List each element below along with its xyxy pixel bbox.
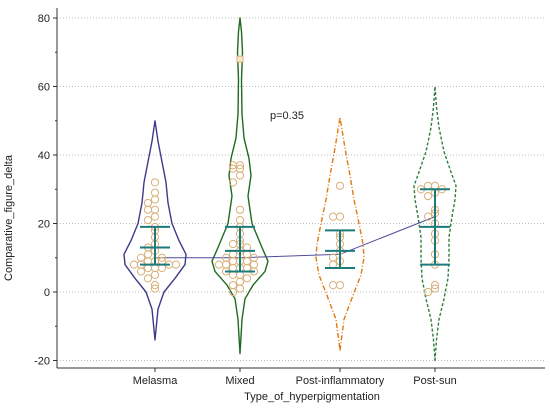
data-point	[235, 215, 245, 225]
data-point	[150, 284, 160, 293]
data-point	[143, 205, 153, 214]
median-line	[155, 216, 436, 259]
data-point	[335, 181, 345, 190]
data-point	[328, 253, 338, 262]
data-point	[143, 198, 153, 208]
y-tick-label: 40	[38, 150, 50, 162]
data-point	[150, 178, 160, 187]
y-tick-label: 20	[38, 219, 50, 231]
data-point	[150, 188, 160, 197]
y-tick-label: 0	[44, 287, 50, 299]
violins	[123, 17, 457, 362]
x-tick-label: Post-inflammatory	[296, 375, 385, 387]
data-point	[423, 287, 433, 297]
data-point	[228, 161, 238, 170]
x-tick-label: Melasma	[133, 375, 179, 387]
data-point	[235, 277, 245, 286]
violin-post-inflammatory	[315, 116, 365, 351]
y-tick-label: 60	[38, 82, 50, 94]
data-point	[235, 171, 245, 180]
data-point	[249, 260, 259, 269]
data-point	[423, 212, 433, 221]
axes: -20 0 20 40 60 80 Melasma Mixed Post-inflammator…	[34, 8, 545, 387]
data-point	[242, 274, 252, 283]
data-points	[129, 55, 447, 297]
data-point	[235, 284, 245, 293]
data-point	[235, 205, 245, 214]
median-connector	[155, 216, 436, 259]
data-point	[150, 205, 160, 214]
y-axis-label: Comparative_figure_delta	[3, 154, 15, 281]
gridlines	[57, 17, 545, 361]
error-bars	[140, 188, 450, 273]
y-tick-label: 80	[38, 13, 50, 25]
y-tick-label: -20	[34, 356, 50, 368]
data-point	[423, 192, 433, 201]
p-value-annotation: p=0.35	[270, 110, 304, 122]
data-point	[171, 260, 181, 269]
data-point	[143, 274, 153, 283]
data-point	[143, 250, 153, 259]
outlier-point	[236, 55, 244, 63]
data-point	[335, 281, 345, 290]
data-point	[430, 281, 440, 290]
data-point	[242, 257, 252, 266]
data-point	[228, 164, 238, 173]
x-tick-label: Post-sun	[413, 375, 456, 387]
data-point	[150, 212, 160, 221]
data-point	[335, 212, 345, 221]
data-point	[328, 212, 338, 221]
data-point	[214, 260, 224, 269]
data-point	[150, 270, 160, 279]
data-point	[228, 257, 238, 266]
data-point	[136, 253, 146, 262]
axis-labels: Comparative_figure_delta Type_of_hyperpi…	[3, 110, 380, 403]
data-point	[228, 287, 238, 297]
data-point	[430, 284, 440, 293]
data-point	[328, 281, 338, 290]
violin-melasma	[123, 120, 187, 341]
data-point	[157, 253, 167, 262]
data-point	[136, 267, 146, 276]
data-point	[228, 281, 238, 290]
x-axis-label: Type_of_hyperpigmentation	[244, 391, 380, 403]
data-point	[129, 260, 139, 269]
data-point	[143, 215, 153, 225]
violin-mixed	[211, 17, 269, 355]
data-point	[228, 178, 238, 187]
x-tick-label: Mixed	[225, 375, 254, 387]
data-point	[228, 239, 238, 249]
data-point	[150, 195, 160, 204]
data-point	[150, 281, 160, 290]
data-point	[221, 260, 231, 269]
